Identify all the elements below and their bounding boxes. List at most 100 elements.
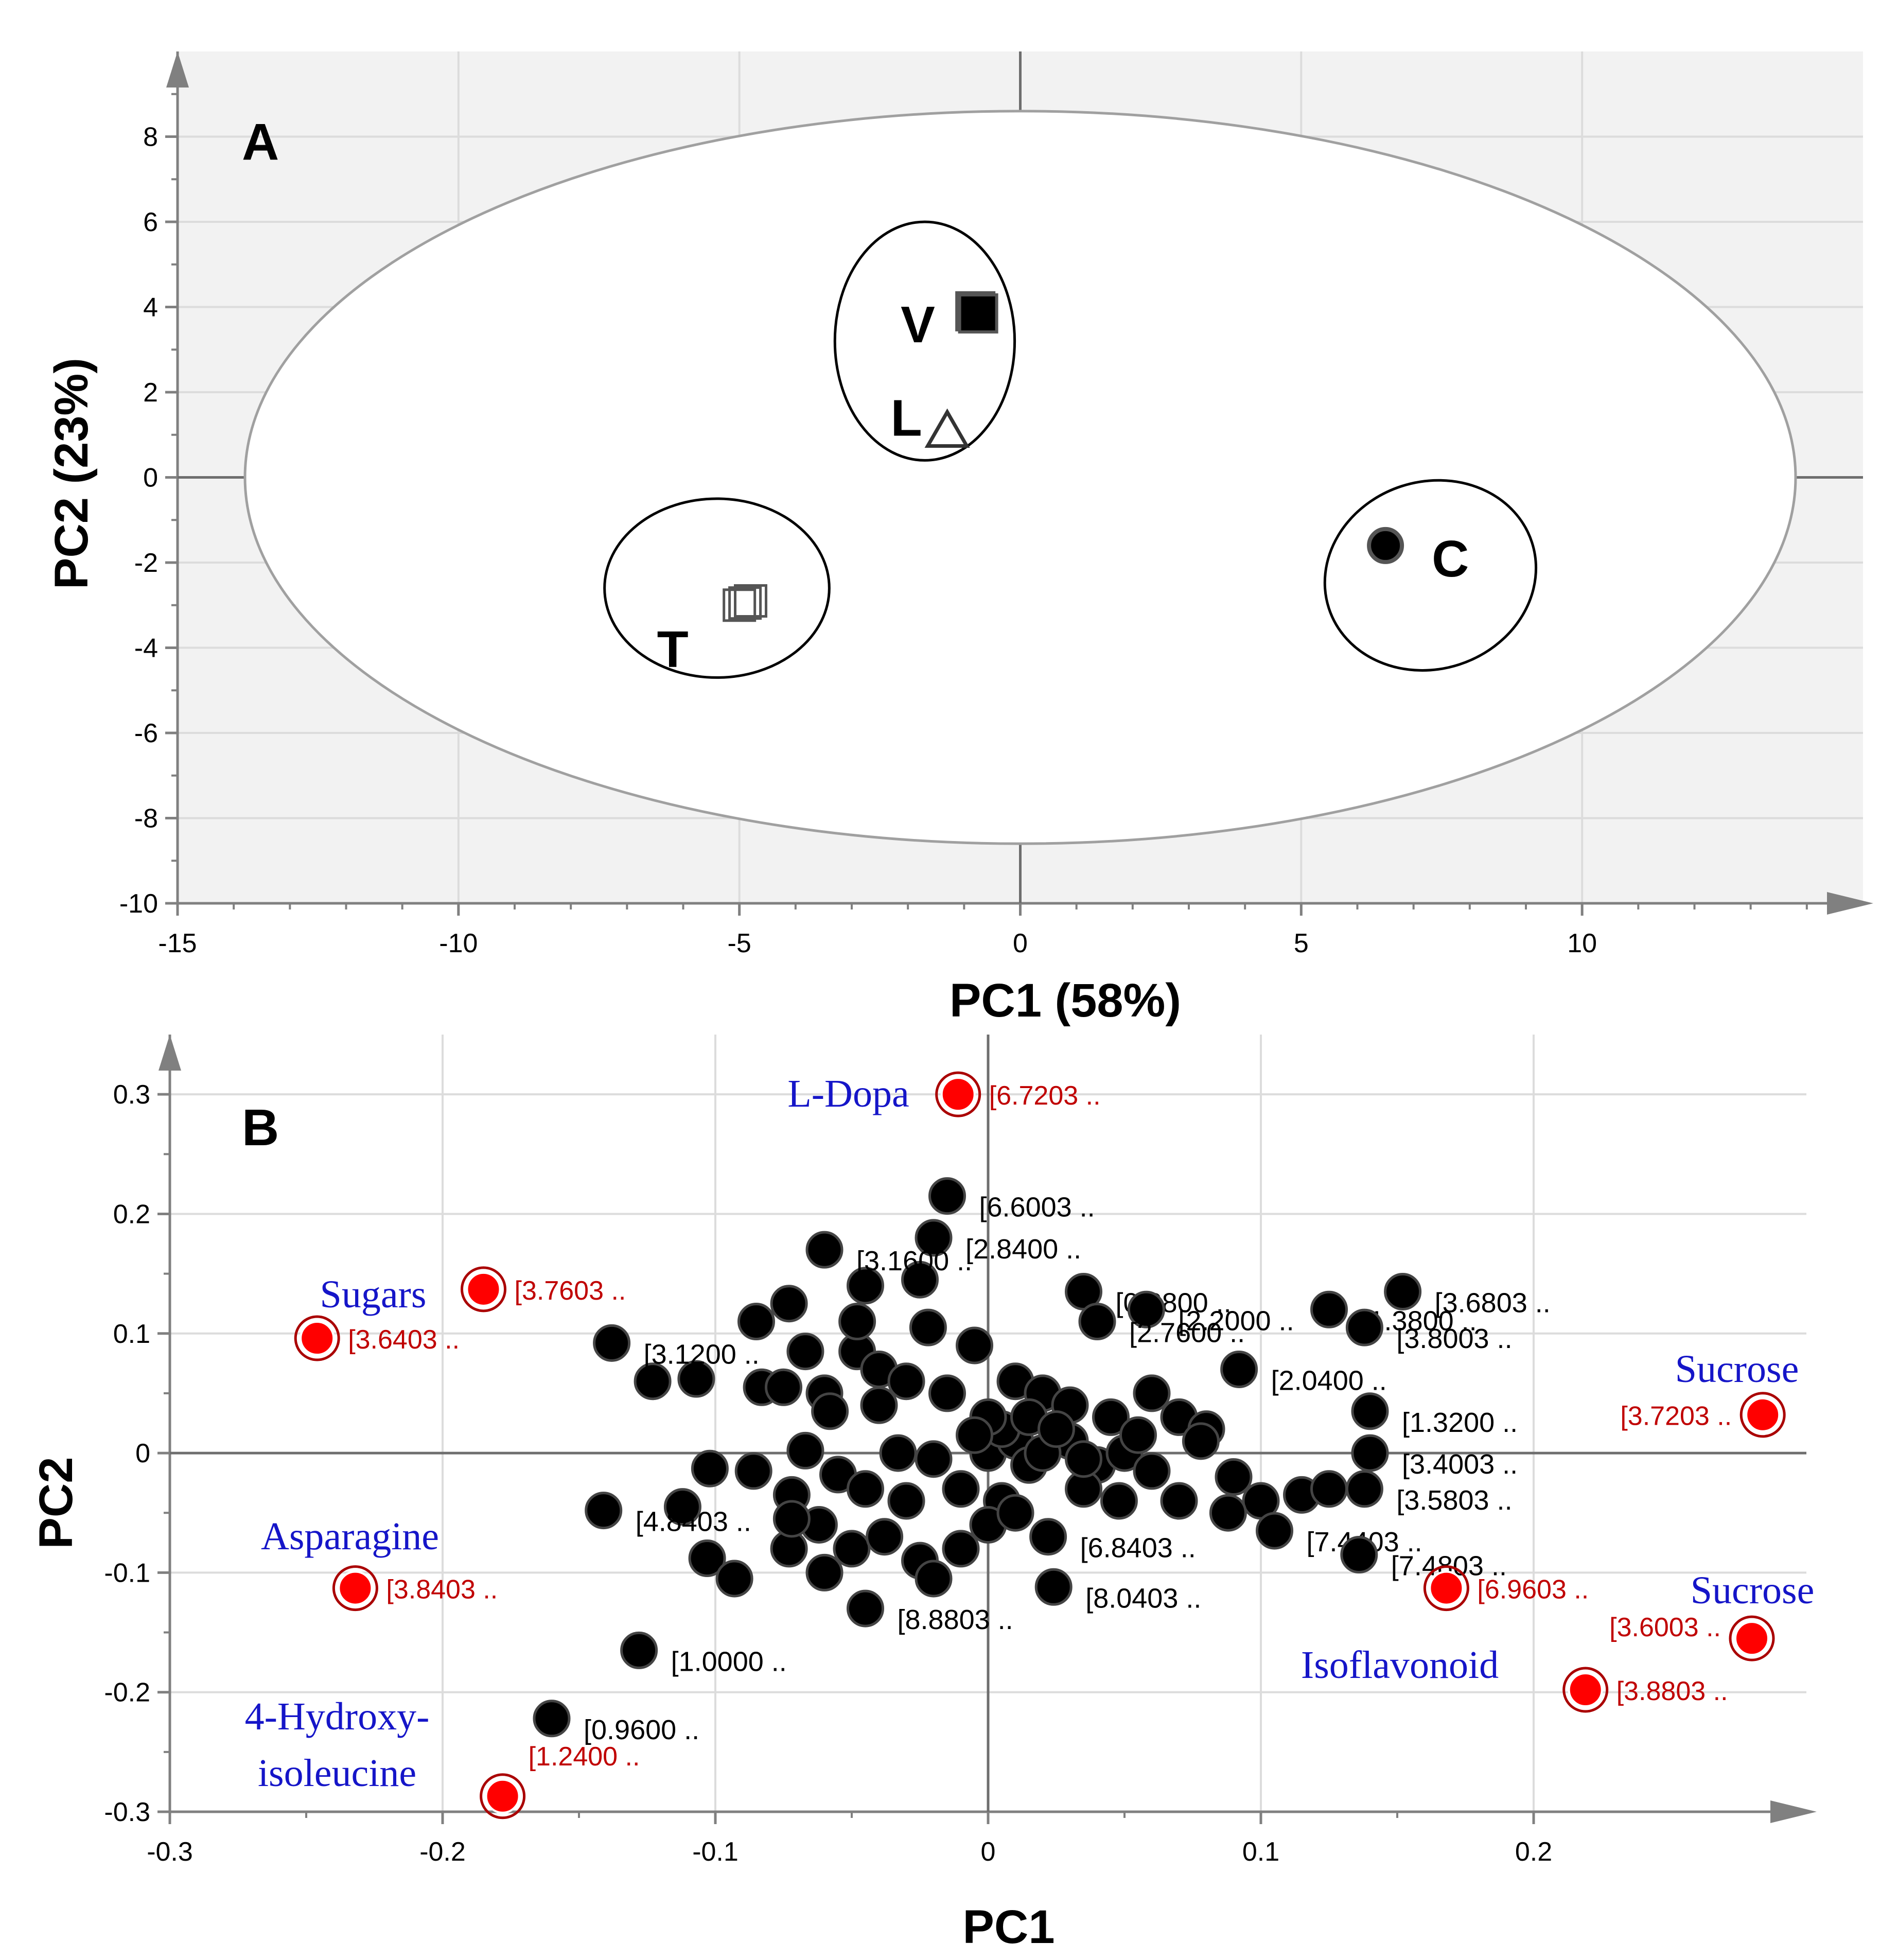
highlight-point bbox=[1429, 1570, 1464, 1606]
x-tick-label: 0 bbox=[1013, 929, 1028, 958]
panel-b-loadings: [6.6003 ..[2.8400 ..[3.1600 ..[0.8800 ..… bbox=[533, 1177, 1551, 1745]
loading-point bbox=[677, 1360, 715, 1398]
y-tick-label: 2 bbox=[143, 378, 158, 408]
loading-label: [2.2000 .. bbox=[1178, 1305, 1294, 1336]
group-ellipse-c bbox=[1323, 479, 1538, 672]
y-tick-label: -10 bbox=[119, 889, 158, 919]
highlight-point bbox=[1745, 1397, 1781, 1432]
loading-point bbox=[1220, 1350, 1258, 1388]
loading-point bbox=[1133, 1374, 1171, 1412]
loading-label: [3.6803 .. bbox=[1435, 1287, 1551, 1318]
x-tick-label: 0.2 bbox=[1515, 1837, 1552, 1867]
y-tick-label: 4 bbox=[143, 293, 158, 323]
loading-point bbox=[770, 1285, 808, 1323]
x-tick-label: -0.3 bbox=[147, 1837, 193, 1867]
loading-point bbox=[688, 1539, 726, 1578]
loading-point bbox=[786, 1431, 824, 1469]
x-axis-arrow bbox=[1827, 892, 1873, 915]
loading-point bbox=[1351, 1392, 1389, 1430]
loading-point bbox=[805, 1553, 843, 1591]
hotelling-ellipse bbox=[243, 110, 1797, 845]
x-tick-label: -5 bbox=[728, 929, 751, 958]
x-tick-label: -15 bbox=[158, 929, 197, 958]
highlight-label: [1.2400 .. bbox=[529, 1742, 640, 1772]
loading-point bbox=[734, 1452, 772, 1490]
loading-label: [8.0403 .. bbox=[1085, 1583, 1201, 1614]
panel-a-x-axis-title: PC1 (58%) bbox=[950, 974, 1181, 1027]
loading-point bbox=[1384, 1272, 1422, 1310]
x-tick-label: -10 bbox=[439, 929, 478, 958]
highlight-label: [3.7203 .. bbox=[1620, 1402, 1732, 1431]
loading-point bbox=[786, 1333, 824, 1371]
highlight-ring bbox=[1729, 1615, 1775, 1661]
loading-point bbox=[585, 1492, 623, 1530]
loading-point bbox=[887, 1482, 925, 1520]
group-label-c: C bbox=[1432, 530, 1469, 588]
loading-point bbox=[866, 1518, 904, 1556]
annotation-label: Sugars bbox=[320, 1273, 427, 1316]
loading-point bbox=[805, 1231, 843, 1269]
loading-label: [3.8003 .. bbox=[1396, 1323, 1512, 1354]
panel-b-highlighted-loadings: [6.7203 .. [3.7603 .. [3.6403 .. [3.7203 ..… bbox=[294, 1071, 1786, 1819]
panel-a-ellipses bbox=[243, 110, 1797, 845]
loading-point bbox=[737, 1303, 775, 1341]
highlight-point bbox=[485, 1778, 520, 1814]
x-tick-label: 10 bbox=[1567, 929, 1597, 958]
highlight-ring bbox=[935, 1071, 981, 1117]
loading-point bbox=[1029, 1518, 1067, 1556]
loading-point bbox=[847, 1589, 884, 1627]
y-tick-label: 0 bbox=[143, 463, 158, 493]
x-tick-label: 0.1 bbox=[1242, 1837, 1279, 1867]
y-tick-label: -2 bbox=[134, 548, 158, 578]
loading-point bbox=[1182, 1422, 1220, 1460]
panel-b-annotations: L-Dopa Sugars Sucrose Asparagine Sucrose Isof… bbox=[245, 1072, 1815, 1795]
y-tick-label: -6 bbox=[134, 719, 158, 748]
annotation-label: Sucrose bbox=[1691, 1569, 1815, 1612]
highlight-ring bbox=[332, 1565, 378, 1612]
y-axis-arrow bbox=[159, 1035, 181, 1071]
loading-point bbox=[838, 1303, 876, 1341]
loading-label: [2.0400 .. bbox=[1271, 1365, 1387, 1396]
highlight-ring bbox=[461, 1266, 506, 1312]
group-label-v: V bbox=[901, 296, 935, 354]
panel-b-letter: B bbox=[242, 1099, 279, 1157]
x-tick-label: 0 bbox=[981, 1837, 996, 1867]
highlight-label: [3.6003 .. bbox=[1609, 1613, 1721, 1642]
loading-point bbox=[1100, 1482, 1138, 1520]
annotation-label: isoleucine bbox=[258, 1752, 416, 1795]
panel-b-y-axis-title: PC2 bbox=[30, 1457, 82, 1549]
highlight-point bbox=[940, 1077, 976, 1112]
loading-point bbox=[772, 1500, 811, 1538]
loading-point bbox=[533, 1700, 571, 1738]
highlight-ring bbox=[1739, 1392, 1786, 1438]
loading-point bbox=[1160, 1482, 1198, 1520]
annotation-label: Asparagine bbox=[261, 1515, 439, 1558]
y-tick-label: 0.2 bbox=[113, 1199, 150, 1229]
y-tick-label: 6 bbox=[143, 207, 158, 237]
y-tick-label: -4 bbox=[134, 634, 158, 663]
loading-point bbox=[715, 1560, 753, 1598]
highlight-label: [3.7603 .. bbox=[515, 1276, 626, 1306]
highlight-point bbox=[1568, 1672, 1603, 1708]
panel-a-points bbox=[723, 291, 1404, 622]
loading-point bbox=[620, 1631, 658, 1669]
loading-point bbox=[1256, 1512, 1293, 1550]
panel-b: -0.3 -0.2 -0.1 0 0.1 0.2 0.3 0.2 0.1 0 -0.1 -0.2 -0.… bbox=[30, 1035, 1817, 1953]
group-label-t: T bbox=[657, 621, 689, 678]
loading-point bbox=[765, 1368, 802, 1406]
y-tick-label: 0 bbox=[135, 1439, 150, 1468]
loading-point bbox=[942, 1530, 980, 1568]
point-c bbox=[1367, 527, 1404, 564]
annotation-label: Isoflavonoid bbox=[1301, 1643, 1499, 1687]
y-axis-arrow bbox=[166, 51, 189, 87]
panel-a-letter: A bbox=[242, 113, 279, 171]
loading-point bbox=[1340, 1536, 1378, 1574]
loading-point bbox=[928, 1374, 966, 1412]
loading-point bbox=[956, 1326, 993, 1364]
y-tick-label: -8 bbox=[134, 804, 158, 834]
loading-point bbox=[915, 1219, 953, 1257]
loading-point bbox=[593, 1324, 631, 1362]
loading-point bbox=[1127, 1290, 1165, 1328]
loading-label: [3.1600 .. bbox=[856, 1246, 972, 1276]
